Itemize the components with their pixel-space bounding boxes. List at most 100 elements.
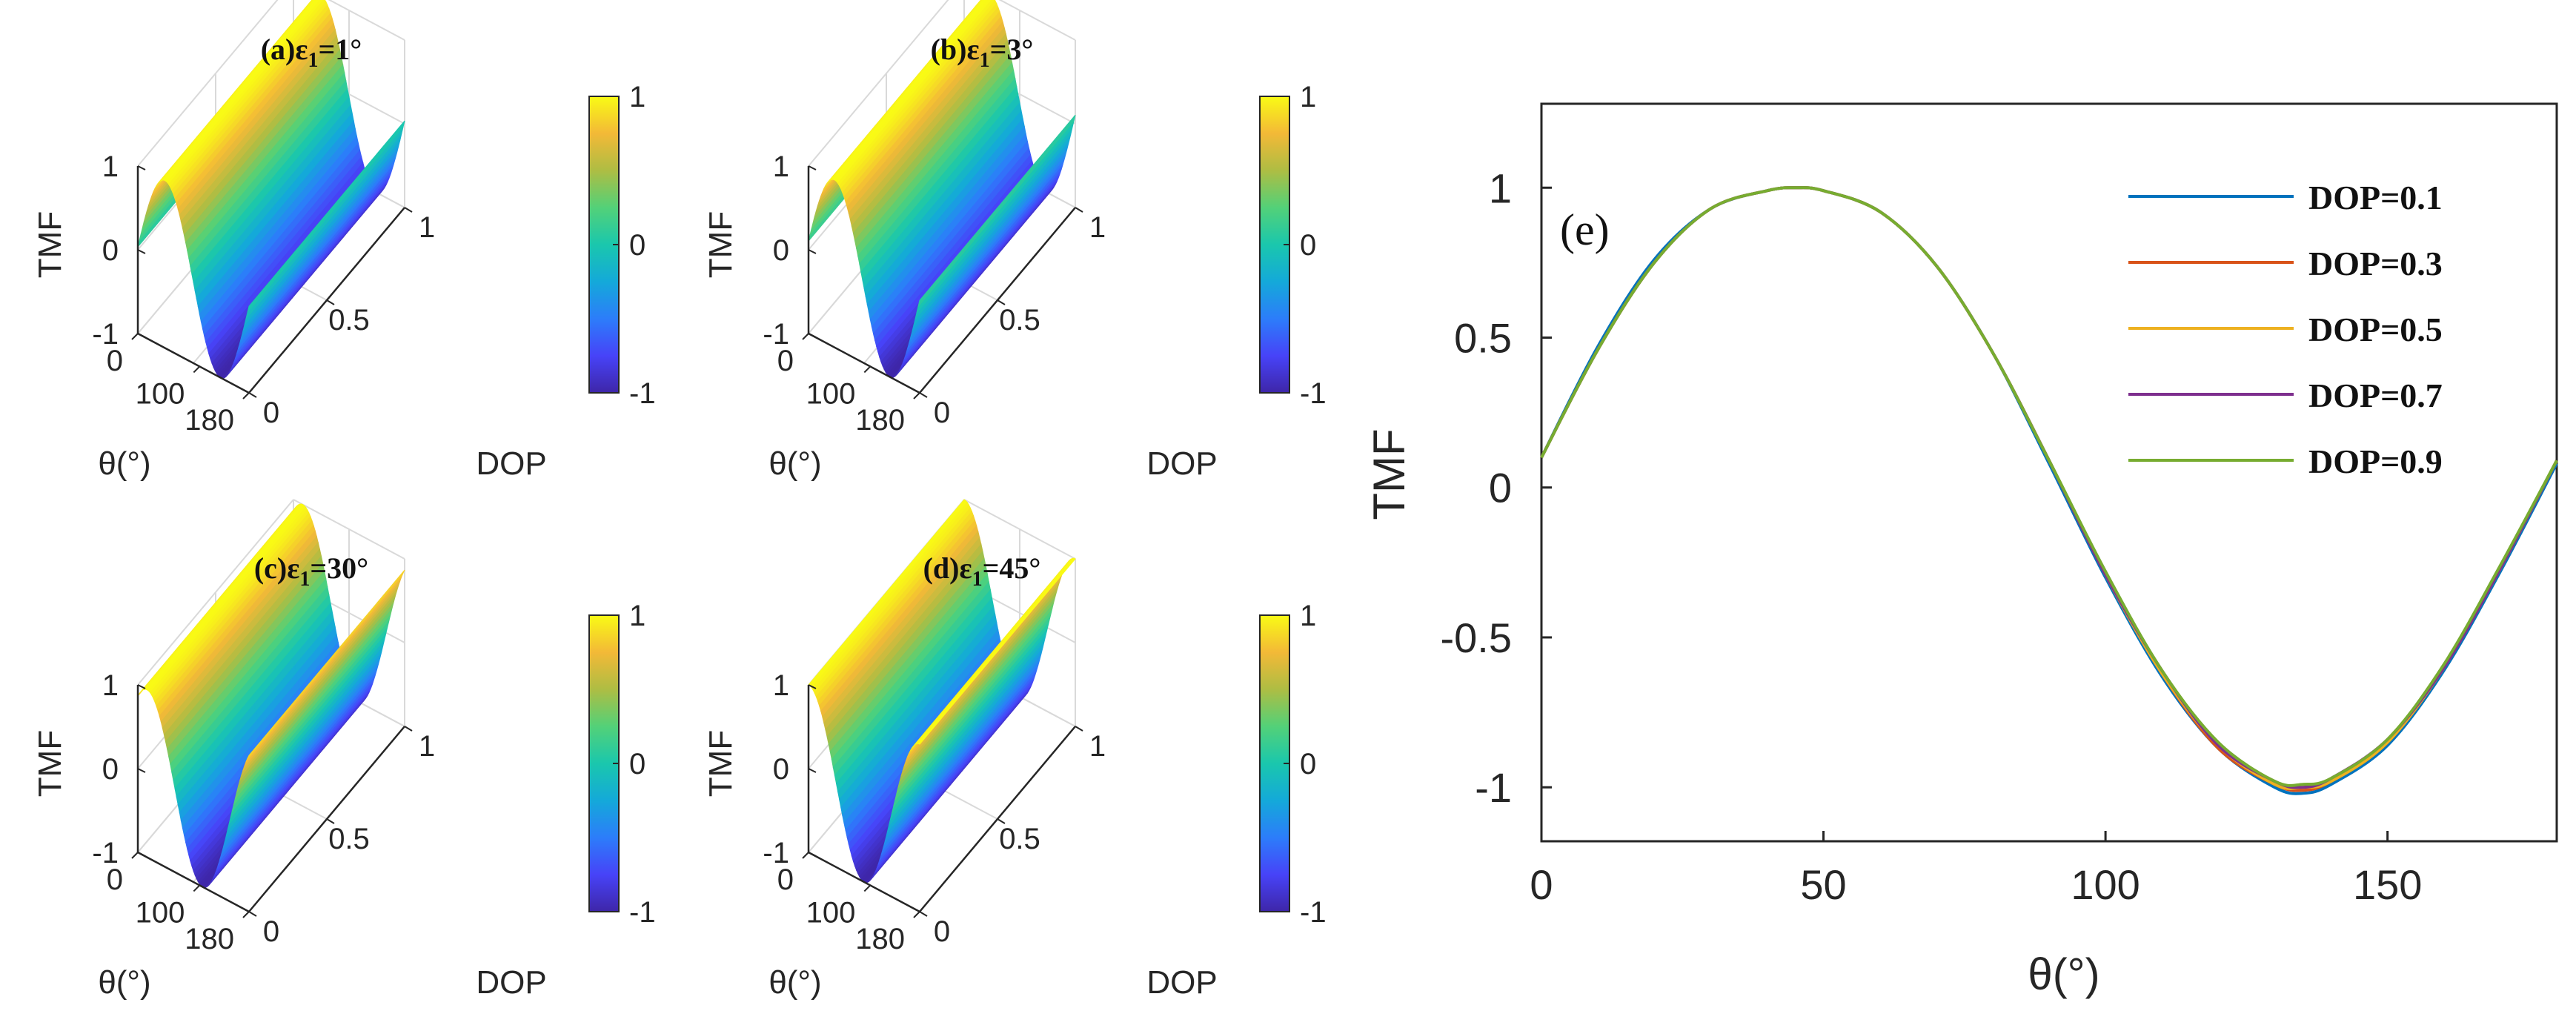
legend-label: DOP=0.5 — [2308, 311, 2443, 348]
z-tick — [137, 333, 146, 338]
dop-tick-label: 0.5 — [328, 304, 370, 337]
theta-tick — [242, 911, 250, 918]
surface-facet — [917, 697, 960, 745]
z-tick-label: -1 — [763, 837, 789, 869]
colorbar-tick-label: 1 — [629, 600, 645, 632]
theta-tick-label: 180 — [185, 404, 234, 437]
colorbar-tick-label: 1 — [1300, 81, 1316, 113]
theta-tick — [863, 884, 872, 892]
series-lines — [1540, 186, 2558, 795]
title-suffix: =3° — [990, 33, 1034, 66]
theta-tick-label: 100 — [136, 896, 185, 929]
dop-tick-label: 0 — [934, 397, 950, 429]
colorbar-tick-label: 0 — [1300, 229, 1316, 262]
dop-tick-label: 1 — [1089, 211, 1106, 244]
theta-tick — [193, 884, 201, 892]
legend-label: DOP=0.3 — [2308, 245, 2443, 282]
dop-axis-label: DOP — [476, 445, 546, 482]
dop-tick — [997, 299, 1006, 305]
dop-tick — [248, 392, 257, 398]
theta-tick-label: 100 — [806, 896, 856, 929]
title-suffix: =30° — [310, 551, 368, 585]
dop-tick — [1075, 207, 1083, 213]
theta-tick-label: 0 — [777, 863, 794, 896]
z-tick — [808, 249, 817, 254]
z-tick-label: 0 — [102, 753, 119, 786]
dop-tick-label: 0 — [934, 915, 950, 948]
dop-tick-label: 1 — [419, 211, 435, 244]
panel-title: (d)ε1=45° — [923, 551, 1041, 591]
y-axis-label: TMF — [1364, 428, 1414, 520]
surface-facet — [917, 253, 959, 308]
theta-tick-label: 0 — [107, 863, 123, 896]
z-tick-label: 0 — [102, 234, 119, 267]
dop-tick-label: 0.5 — [999, 823, 1040, 855]
dop-tick — [248, 911, 257, 917]
x-tick-label: 50 — [1800, 861, 1846, 908]
theta-tick — [802, 333, 809, 340]
dop-tick — [919, 392, 928, 398]
colorbar-tick-label: -1 — [629, 896, 656, 929]
z-tick-label: 1 — [773, 669, 789, 702]
legend-label: DOP=0.9 — [2308, 442, 2443, 480]
z-tick — [808, 852, 817, 857]
y-tick-label: -0.5 — [1441, 614, 1513, 661]
title-suffix: =45° — [983, 551, 1041, 585]
theta-tick-label: 0 — [107, 345, 123, 377]
y-tick-label: 1 — [1489, 165, 1512, 211]
x-tick-label: 0 — [1530, 861, 1553, 908]
panel-title: (a)ε1=1° — [261, 33, 362, 72]
title-suffix: =1° — [318, 33, 362, 66]
colorbar-tick-label: -1 — [1300, 377, 1327, 410]
theta-axis-line — [808, 851, 920, 913]
dop-tick-label: 0.5 — [999, 304, 1040, 337]
x-tick-label: 100 — [2071, 861, 2140, 908]
theta-tick — [913, 392, 920, 400]
dop-axis-label: DOP — [476, 964, 546, 1001]
title-prefix: (a)ε — [261, 33, 308, 66]
surface-a — [137, 0, 405, 379]
theta-axis-label: θ(°) — [98, 445, 150, 482]
dop-tick-label: 0 — [263, 397, 279, 429]
z-tick — [137, 768, 146, 773]
z-tick-label: -1 — [92, 318, 119, 351]
theta-tick — [131, 852, 139, 859]
dop-tick — [997, 818, 1006, 824]
z-axis-label: TMF — [32, 211, 68, 278]
y-tick-label: 0.5 — [1454, 314, 1512, 361]
y-tick-label: -1 — [1475, 764, 1512, 811]
z-tick — [808, 684, 817, 689]
panel-title: (b)ε1=3° — [931, 33, 1034, 72]
theta-tick — [913, 911, 920, 918]
dop-tick — [326, 299, 335, 305]
z-tick-label: 0 — [773, 234, 789, 267]
legend: DOP=0.1 DOP=0.3 DOP=0.5 DOP=0.7 DOP=0.9 — [2128, 179, 2443, 480]
y-tick-label: 0 — [1489, 465, 1512, 511]
title-subscript: 1 — [299, 568, 310, 591]
surface-d — [808, 499, 1076, 884]
colorbar-tick-label: 0 — [1300, 748, 1316, 780]
legend-label: DOP=0.7 — [2308, 377, 2443, 414]
legend-label: DOP=0.1 — [2308, 179, 2443, 216]
theta-tick — [242, 392, 250, 400]
x-tick-label: 150 — [2353, 861, 2422, 908]
surface-facet — [247, 259, 288, 314]
colorbar-tick-label: 0 — [629, 748, 645, 780]
colorbar-tick-label: -1 — [629, 377, 656, 410]
theta-axis-label: θ(°) — [769, 964, 821, 1001]
z-tick-label: 0 — [773, 753, 789, 786]
theta-tick-label: 180 — [855, 923, 905, 955]
dop-tick — [919, 911, 928, 917]
title-prefix: (b)ε — [931, 33, 980, 66]
z-tick — [808, 333, 817, 338]
z-tick-label: 1 — [773, 150, 789, 183]
panel-label-e: (e) — [1560, 205, 1610, 254]
theta-tick — [193, 365, 201, 374]
z-tick — [808, 165, 817, 170]
theta-axis-label: θ(°) — [98, 964, 150, 1001]
z-axis-label: TMF — [703, 211, 739, 278]
